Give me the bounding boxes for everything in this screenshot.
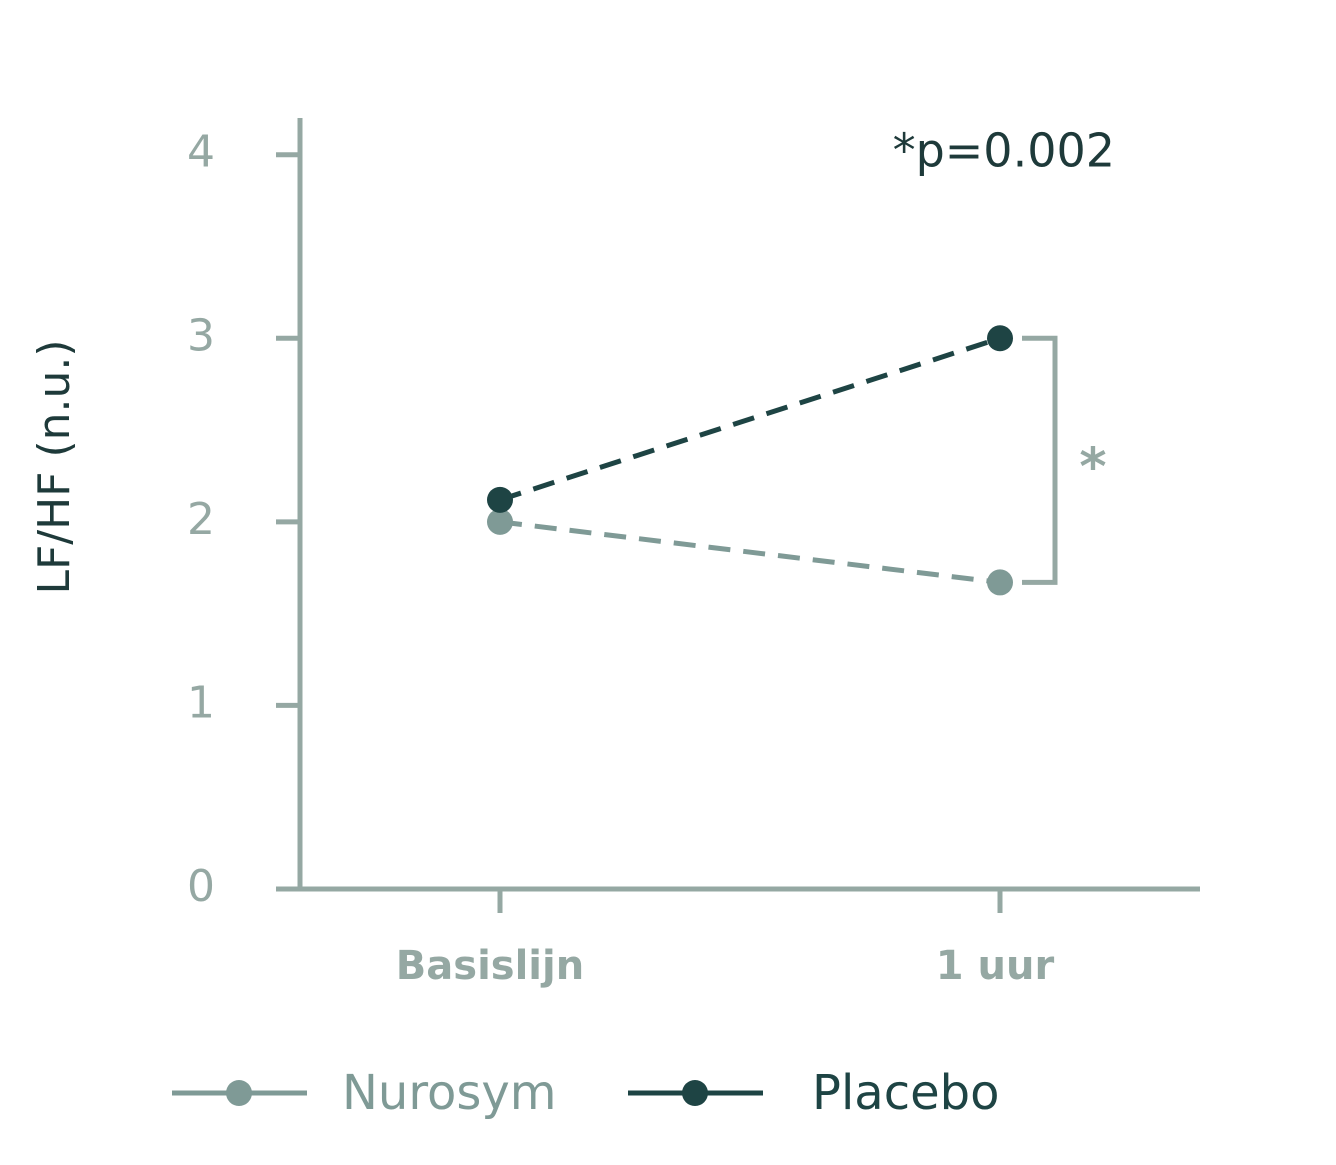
series-line [499,335,1001,503]
x-tick-label: Basislijn [396,943,584,989]
legend-marker [226,1080,252,1106]
annotation: *p=0.002 [893,124,1115,178]
legend-label: Nurosym [342,1065,557,1121]
data-point [487,508,513,535]
data-point [987,569,1013,596]
data-point [987,325,1013,352]
y-tick-label: 3 [187,310,215,361]
y-tick-label: 2 [187,494,215,545]
series-line [499,519,1001,585]
y-tick-label: 0 [187,861,215,912]
legend-marker [682,1080,708,1106]
significance-bracket [1022,335,1058,585]
x-tick-label: 1 uur [936,943,1055,989]
y-tick-label: 1 [187,677,215,728]
y-tick-label: 4 [187,127,215,178]
legend-label: Placebo [812,1065,999,1121]
y-axis-label: LF/HF (n.u.) [29,339,80,594]
data-point [487,486,513,513]
significance-marker: * [1079,437,1106,497]
